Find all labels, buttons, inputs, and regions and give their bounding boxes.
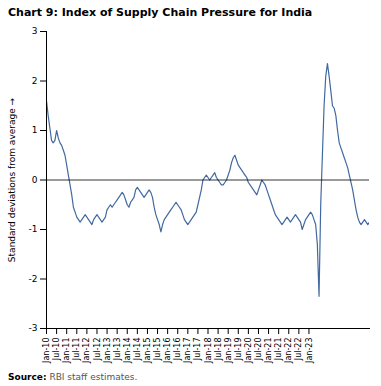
svg-text:Jan-15: Jan-15 — [143, 338, 152, 364]
svg-text:-2: -2 — [29, 274, 38, 284]
svg-text:Jul-14: Jul-14 — [133, 338, 142, 362]
svg-text:Jul-15: Jul-15 — [153, 338, 162, 362]
svg-text:Jan-22: Jan-22 — [284, 338, 293, 364]
svg-text:Jul-19: Jul-19 — [234, 338, 243, 362]
svg-text:Jan-16: Jan-16 — [163, 338, 172, 364]
svg-text:Jan-13: Jan-13 — [103, 338, 112, 364]
svg-text:Jul-13: Jul-13 — [113, 338, 122, 362]
svg-text:Standard deviations from avera: Standard deviations from average → — [7, 97, 17, 262]
svg-text:2: 2 — [32, 76, 38, 86]
html-text:Source: RBI staff estimates.: Source: RBI staff estimates. — [8, 372, 138, 382]
svg-text:Jul-11: Jul-11 — [72, 338, 81, 362]
svg-text:Jan-20: Jan-20 — [244, 338, 253, 364]
svg-text:Jul-21: Jul-21 — [274, 338, 283, 362]
svg-text:Jan-21: Jan-21 — [264, 338, 273, 364]
svg-text:Jan-18: Jan-18 — [204, 338, 213, 364]
svg-text:Jul-17: Jul-17 — [193, 338, 202, 362]
html-text:Chart 9: Index of Supply Chain: Chart 9: Index of Supply Chain Pressure … — [8, 6, 313, 19]
svg-text:-3: -3 — [29, 323, 38, 333]
svg-text:Jan-11: Jan-11 — [62, 338, 71, 364]
svg-text:Jan-19: Jan-19 — [224, 338, 233, 364]
svg-text:Jan-12: Jan-12 — [82, 338, 91, 364]
svg-text:Jul-22: Jul-22 — [294, 338, 303, 362]
svg-text:Jan-10: Jan-10 — [42, 338, 51, 364]
svg-text:1: 1 — [32, 125, 38, 135]
svg-text:-1: -1 — [29, 224, 38, 234]
svg-text:Jul-16: Jul-16 — [173, 338, 182, 362]
svg-text:3: 3 — [32, 26, 38, 36]
svg-text:Jan-23: Jan-23 — [304, 338, 313, 364]
svg-text:Jul-12: Jul-12 — [93, 338, 102, 362]
svg-text:Jul-18: Jul-18 — [214, 338, 223, 362]
svg-text:Jul-10: Jul-10 — [52, 338, 61, 362]
svg-text:Jan-17: Jan-17 — [183, 338, 192, 364]
svg-text:Jul-20: Jul-20 — [254, 338, 263, 362]
svg-text:0: 0 — [32, 175, 38, 185]
svg-text:Jan-14: Jan-14 — [123, 338, 132, 364]
